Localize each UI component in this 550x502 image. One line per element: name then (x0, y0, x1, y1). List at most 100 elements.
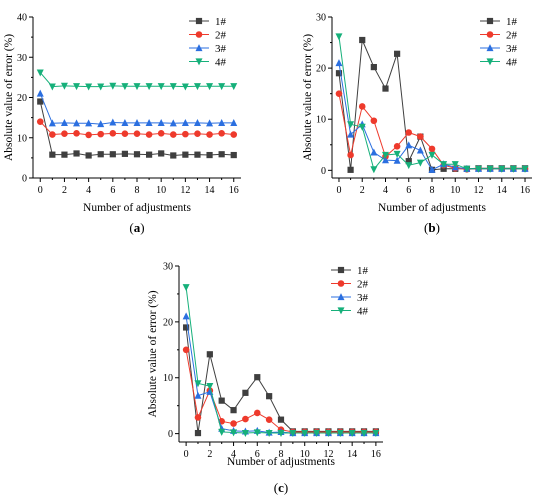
data-point (97, 130, 105, 138)
data-point (183, 324, 190, 331)
data-point (85, 131, 92, 139)
data-point (241, 429, 249, 437)
data-point (277, 429, 285, 437)
data-point (521, 165, 529, 173)
x-axis-label: Number of adjustments (83, 202, 191, 214)
data-point (97, 151, 104, 158)
data-point (218, 118, 226, 126)
data-point (405, 129, 413, 136)
y-tick-label: 30 (316, 13, 326, 24)
panel-caption: (a) (129, 220, 144, 235)
x-tick-label: 4 (383, 185, 388, 196)
y-axis-label: Absolute value of error (%) (147, 290, 159, 417)
y-tick-label: 30 (17, 53, 27, 64)
legend-item: 2# (189, 30, 227, 42)
data-point (206, 351, 213, 358)
data-point (36, 118, 44, 125)
y-tick-label: 20 (17, 93, 27, 104)
legend-label: 1# (506, 16, 518, 28)
series-line (185, 287, 376, 434)
data-point (381, 156, 389, 164)
data-point (475, 165, 483, 173)
x-tick-label: 10 (156, 185, 166, 196)
series-2 (36, 118, 238, 139)
x-tick-label: 2 (207, 449, 212, 460)
data-point (73, 150, 80, 157)
legend-marker (486, 58, 494, 66)
y-tick-label: 10 (316, 115, 326, 126)
data-point (230, 131, 238, 138)
data-point (158, 150, 165, 157)
data-point (393, 156, 401, 164)
y-tick-label: 20 (163, 317, 173, 328)
data-point (440, 161, 448, 169)
data-point (145, 151, 153, 158)
data-point (145, 83, 153, 91)
data-point (372, 429, 380, 437)
x-tick-label: 8 (279, 449, 284, 460)
data-point (206, 131, 213, 138)
x-tick-label: 10 (300, 449, 310, 460)
caption-open: ( (129, 220, 133, 235)
legend-marker (195, 44, 203, 52)
data-point (49, 151, 56, 158)
x-tick-label: 14 (205, 185, 215, 196)
x-tick-label: 2 (360, 185, 365, 196)
data-point (85, 152, 92, 159)
legend-marker (486, 31, 494, 38)
data-point (313, 429, 321, 437)
data-point (73, 130, 80, 137)
data-point (498, 165, 506, 173)
data-point (48, 119, 56, 127)
data-point (277, 416, 285, 423)
data-point (60, 82, 68, 90)
x-tick-label: 4 (231, 449, 236, 460)
x-tick-label: 0 (38, 185, 43, 196)
x-tick-label: 16 (371, 449, 381, 460)
data-point (194, 429, 202, 437)
data-point (109, 82, 117, 90)
data-point (121, 118, 129, 126)
x-tick-label: 16 (520, 185, 530, 196)
data-point (242, 389, 249, 396)
legend-item: 3# (331, 292, 369, 304)
data-point (265, 416, 273, 423)
legend-item: 4# (480, 57, 518, 69)
legend-label: 4# (357, 306, 369, 318)
data-point (181, 118, 189, 126)
data-point (335, 90, 343, 97)
data-point (194, 380, 202, 388)
x-tick-label: 6 (110, 185, 115, 196)
data-point (169, 131, 177, 138)
x-tick-label: 12 (323, 449, 333, 460)
series-1 (37, 98, 237, 159)
data-point (194, 414, 202, 421)
x-tick-label: 6 (406, 185, 411, 196)
caption-close: ) (140, 220, 144, 235)
data-point (393, 150, 401, 158)
legend-item: 3# (480, 43, 518, 55)
data-point (347, 166, 354, 173)
legend-label: 2# (215, 30, 227, 42)
legend-label: 1# (215, 16, 227, 28)
data-point (206, 119, 214, 127)
legend-marker (195, 31, 203, 38)
data-point (194, 391, 202, 399)
data-point (194, 151, 201, 158)
caption-open: ( (424, 220, 428, 235)
data-point (218, 428, 226, 436)
x-tick-label: 14 (497, 185, 507, 196)
data-point (335, 59, 343, 67)
legend-item: 4# (331, 306, 369, 318)
y-tick-label: 40 (17, 13, 27, 24)
data-point (145, 131, 153, 138)
x-axis-label: Number of adjustments (378, 202, 486, 214)
chart-panel-a: 0 10 20 30 40 0 2 4 6 8 10 12 14 16 Number of adjustme… (3, 13, 241, 235)
data-point (509, 165, 517, 173)
data-point (133, 83, 141, 91)
legend-item: 2# (331, 279, 369, 291)
legend-item: 4# (189, 57, 227, 69)
data-point (157, 130, 165, 137)
data-point (36, 69, 44, 77)
data-point (97, 120, 105, 128)
